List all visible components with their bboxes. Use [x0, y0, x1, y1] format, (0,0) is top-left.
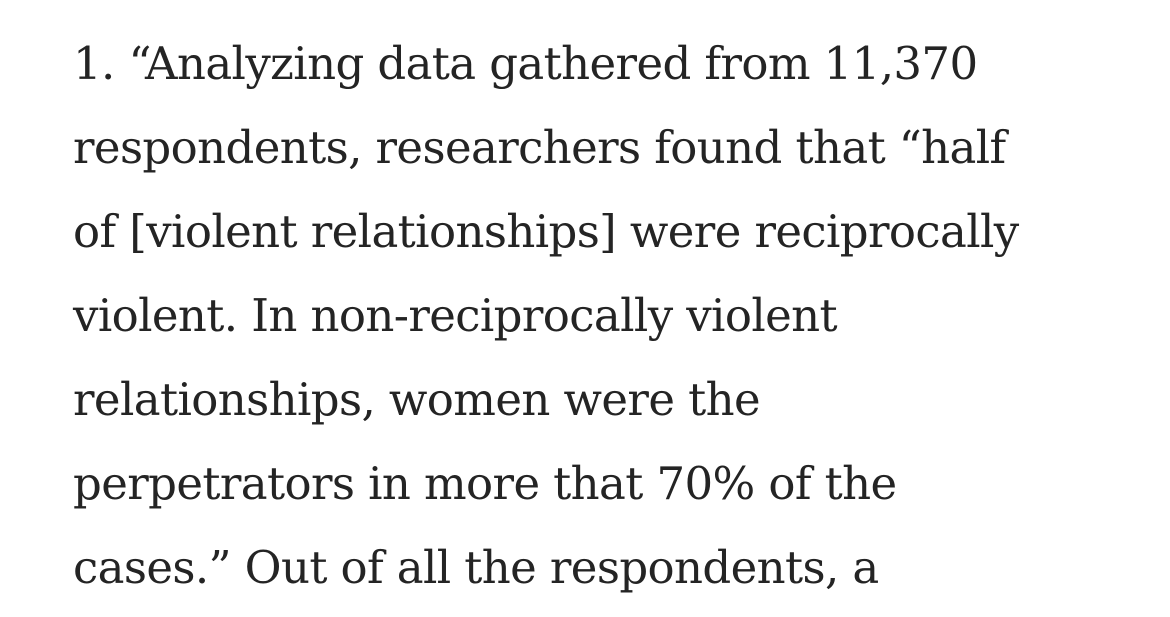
article-body: 1. “Analyzing data gathered from 11,370 … — [73, 22, 1153, 610]
article-paragraph: 1. “Analyzing data gathered from 11,370 … — [73, 22, 1153, 610]
paragraph-line: of [violent relationships] were reciproc… — [73, 205, 1019, 258]
paragraph-line: 1. “Analyzing data gathered from 11,370 — [73, 37, 978, 90]
paragraph-line: cases.” Out of all the respondents, a — [73, 541, 879, 594]
paragraph-line: violent. In non-reciprocally violent — [73, 289, 838, 342]
paragraph-line: relationships, women were the — [73, 373, 761, 426]
paragraph-line: perpetrators in more that 70% of the — [73, 457, 897, 510]
paragraph-line: respondents, researchers found that “hal… — [73, 121, 1006, 174]
